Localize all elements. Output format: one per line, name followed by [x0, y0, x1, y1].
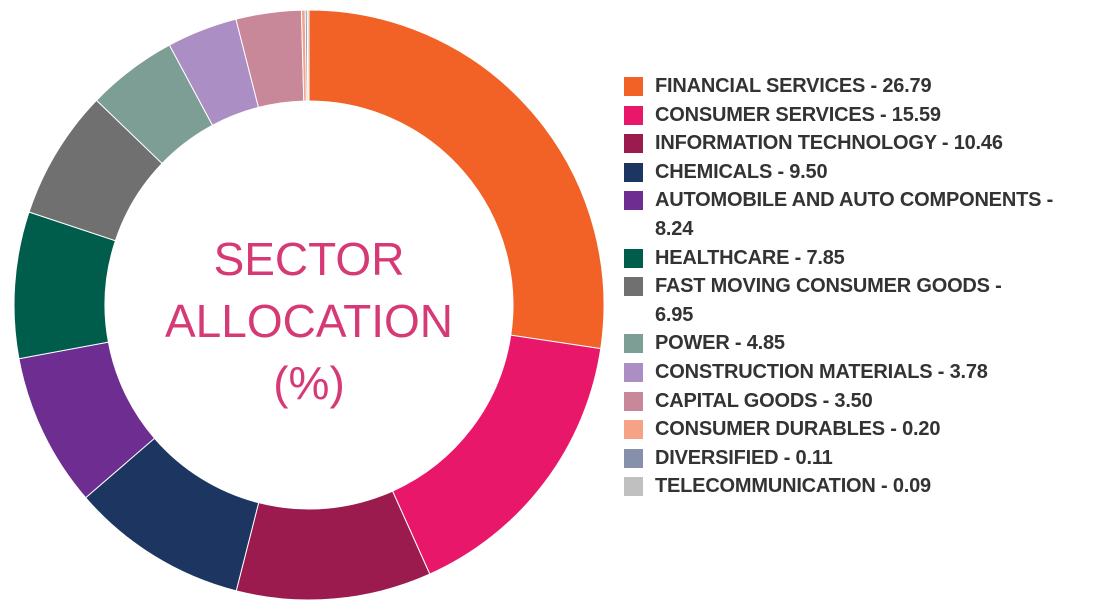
legend-label: HEALTHCARE - 7.85: [655, 246, 845, 269]
legend-item: CAPITAL GOODS - 3.50: [624, 387, 1099, 416]
legend-swatch: [624, 162, 643, 182]
legend-swatch: [624, 334, 643, 354]
legend-item: POWER - 4.85: [624, 329, 1099, 358]
legend-label: CONSTRUCTION MATERIALS - 3.78: [655, 360, 988, 383]
donut: [13, 9, 605, 601]
legend-swatch: [624, 134, 643, 154]
slice: [308, 9, 605, 350]
legend-swatch: [624, 362, 643, 382]
legend-item: CONSTRUCTION MATERIALS - 3.78: [624, 358, 1099, 387]
legend-swatch: [624, 477, 643, 497]
legend-label: TELECOMMUNICATION - 0.09: [655, 475, 931, 498]
legend-item: INFORMATION TECHNOLOGY - 10.46: [624, 129, 1099, 158]
legend-item: TELECOMMUNICATION - 0.09: [624, 472, 1099, 501]
legend-swatch: [624, 105, 643, 125]
legend-item: CHEMICALS - 9.50: [624, 158, 1099, 187]
legend-swatch: [624, 277, 643, 297]
legend-swatch: [624, 77, 643, 96]
legend-label: FAST MOVING CONSUMER GOODS - 6.95: [655, 275, 1002, 326]
legend-swatch: [624, 420, 643, 440]
legend-label: AUTOMOBILE AND AUTO COMPONENTS - 8.24: [655, 189, 1054, 240]
legend-label: CONSUMER DURABLES - 0.20: [655, 418, 941, 441]
legend-item: FINANCIAL SERVICES - 26.79: [624, 72, 1099, 101]
legend-label: CAPITAL GOODS - 3.50: [655, 389, 873, 412]
legend-item: CONSUMER SERVICES - 15.59: [624, 101, 1099, 130]
legend-label: DIVERSIFIED - 0.11: [655, 446, 833, 469]
legend-swatch: [624, 391, 643, 411]
legend: FINANCIAL SERVICES - 26.79 CONSUMER SERVI…: [624, 72, 1099, 501]
legend-label: CONSUMER SERVICES - 15.59: [655, 103, 941, 126]
legend-item: DIVERSIFIED - 0.11: [624, 444, 1099, 473]
slice: [306, 9, 310, 102]
legend-item: FAST MOVING CONSUMER GOODS - 6.95: [624, 272, 1099, 329]
chart-title: SECTOR ALLOCATION (%): [165, 233, 453, 409]
legend-item: CONSUMER DURABLES - 0.20: [624, 415, 1099, 444]
legend-label: CHEMICALS - 9.50: [655, 160, 828, 183]
legend-label: POWER - 4.85: [655, 332, 785, 355]
legend-label: INFORMATION TECHNOLOGY - 10.46: [655, 132, 1003, 155]
legend-swatch: [624, 448, 643, 468]
legend-item: HEALTHCARE - 7.85: [624, 244, 1099, 273]
legend-label: FINANCIAL SERVICES - 26.79: [655, 75, 932, 97]
legend-swatch: [624, 191, 643, 211]
legend-item: AUTOMOBILE AND AUTO COMPONENTS - 8.24: [624, 186, 1099, 243]
legend-swatch: [624, 248, 643, 268]
